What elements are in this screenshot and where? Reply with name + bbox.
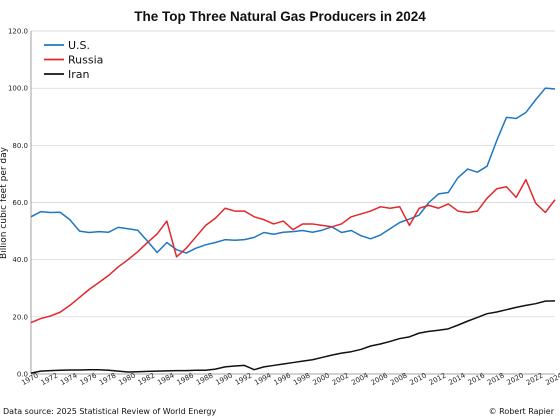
y-tick-label: 60.0 (12, 199, 28, 207)
series-lines (30, 87, 556, 374)
y-tick-label: 120.0 (8, 28, 28, 36)
y-tick-label: 0.0 (17, 371, 28, 379)
source-note: Data source: 2025 Statistical Review of … (3, 407, 217, 416)
series-line-iran (30, 300, 556, 374)
y-axis-label: Billion cubic feet per day (0, 146, 9, 259)
series-line-russia (30, 178, 556, 324)
chart-title: The Top Three Natural Gas Producers in 2… (134, 9, 426, 24)
series-line-u-s (30, 87, 556, 254)
y-tick-label: 20.0 (12, 313, 28, 321)
legend-entry: Iran (68, 68, 90, 81)
y-tick-label: 100.0 (8, 85, 28, 93)
legend-entry: Russia (68, 54, 103, 67)
legend-entry: U.S. (68, 39, 90, 52)
gridlines (31, 30, 555, 318)
credit-note: © Robert Rapier (489, 407, 555, 416)
y-tick-label: 80.0 (12, 142, 28, 150)
y-tick-label: 40.0 (12, 256, 28, 264)
